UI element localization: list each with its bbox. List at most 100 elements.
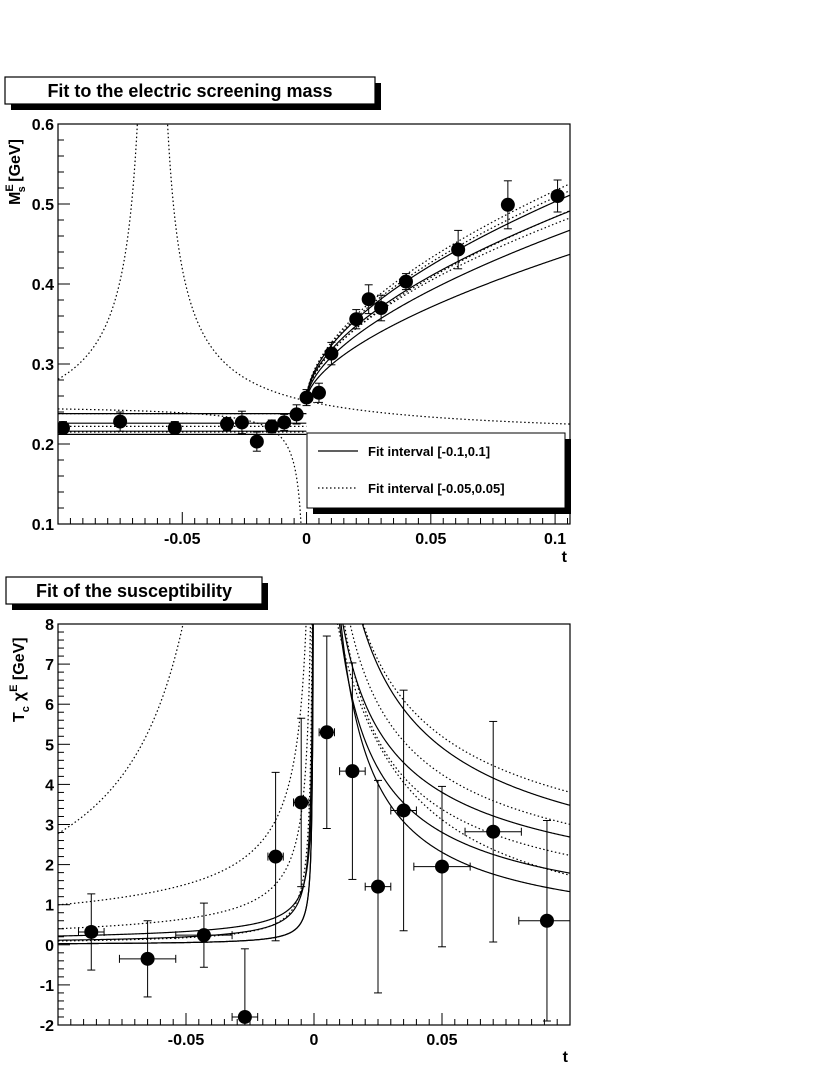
data-marker <box>264 419 279 434</box>
fit-curve-solid <box>306 253 570 398</box>
data-point <box>77 893 105 971</box>
data-point <box>277 413 292 431</box>
data-point <box>267 771 284 942</box>
legend: Fit interval [-0.1,0.1] Fit interval [-0… <box>306 432 571 514</box>
data-marker <box>324 346 339 361</box>
fit-curve-solid <box>58 624 314 941</box>
x-axis-label: t <box>562 549 568 566</box>
data-point <box>58 421 70 435</box>
data-marker <box>268 849 283 864</box>
title-box <box>4 76 376 105</box>
data-point <box>398 273 413 291</box>
fit-curve-dotted <box>58 408 302 524</box>
data-marker <box>451 242 466 257</box>
y-tick-label: -2 <box>40 1018 54 1035</box>
x-tick-label: 0 <box>310 1032 319 1049</box>
data-point <box>349 309 364 330</box>
y-axis-label: TcχE [GeV] <box>8 637 32 722</box>
fit-curve-solid <box>306 229 570 398</box>
fit-curve-dotted <box>166 124 570 425</box>
susceptibility-panel: Fit of the susceptibility -0.05 0 0.05 -2 -1… <box>5 576 571 1066</box>
data-marker <box>237 1009 252 1024</box>
plot-frame <box>57 123 571 525</box>
y-axis-label-unit: [GeV] <box>11 637 28 684</box>
data-marker <box>396 803 411 818</box>
data-marker <box>299 390 314 405</box>
y-axis-label-sub: s <box>16 186 28 192</box>
data-marker <box>294 795 309 810</box>
chart-title: Fit of the susceptibility <box>36 581 232 601</box>
data-marker <box>289 407 304 422</box>
x-tick-label: -0.05 <box>168 1032 205 1049</box>
y-axis-label-sub: c <box>20 706 32 712</box>
fit-curves <box>58 124 570 524</box>
x-axis-ticks: -0.05 0 0.05 0.1 <box>57 512 569 548</box>
data-marker <box>486 824 501 839</box>
y-tick-label: 4 <box>45 777 54 794</box>
legend-box <box>306 432 566 509</box>
data-point <box>234 410 249 435</box>
y-axis-ticks: -2 -1 0 1 2 3 4 5 6 7 8 <box>40 617 70 1035</box>
y-axis-label-chi: χ <box>11 691 28 701</box>
data-marker <box>113 414 128 429</box>
data-marker <box>220 417 235 431</box>
legend-label-dotted: Fit interval [-0.05,0.05] <box>368 481 505 496</box>
data-marker <box>196 928 211 943</box>
data-marker <box>374 301 389 315</box>
y-tick-label: 0.2 <box>32 437 54 454</box>
y-tick-label: 0.5 <box>32 197 54 214</box>
data-marker <box>311 385 326 400</box>
data-marker <box>58 421 70 435</box>
y-tick-label: 0 <box>45 938 54 955</box>
y-tick-label: 0.6 <box>32 117 54 134</box>
fit-curve-dotted <box>58 624 184 835</box>
data-point <box>293 717 310 888</box>
x-tick-label: 0.1 <box>544 531 566 548</box>
data-point <box>289 404 304 425</box>
data-point <box>339 662 366 880</box>
x-tick-label: 0 <box>302 531 311 548</box>
plot-area: -0.05 0 0.05 0.1 0.1 0.2 0.3 0.4 0.5 0.6 <box>32 117 570 548</box>
fit-curve-dotted <box>306 217 570 397</box>
x-axis-ticks: -0.05 0 0.05 <box>57 1013 571 1049</box>
y-tick-label: 5 <box>45 737 54 754</box>
fit-curve-solid <box>306 210 570 397</box>
title-box <box>5 576 263 605</box>
y-tick-label: 6 <box>45 697 54 714</box>
data-points <box>77 635 570 1025</box>
data-point <box>175 902 233 968</box>
x-tick-label: 0.05 <box>426 1032 457 1049</box>
y-tick-label: -1 <box>40 978 54 995</box>
fit-curve-dotted <box>58 624 312 930</box>
data-marker <box>349 312 364 327</box>
fit-curve-dotted <box>58 124 138 380</box>
data-marker <box>84 924 99 939</box>
data-marker <box>398 274 413 289</box>
data-point <box>113 411 128 432</box>
y-tick-label: 0.1 <box>32 517 54 534</box>
screening-mass-panel: Fit to the electric screening mass -0.05… <box>4 76 571 566</box>
data-point <box>220 417 235 431</box>
data-point <box>231 948 259 1025</box>
data-marker <box>319 725 334 740</box>
y-tick-label: 2 <box>45 858 54 875</box>
y-axis-label-main: M <box>7 192 24 205</box>
data-marker <box>167 421 182 435</box>
y-axis-label-sup: E <box>8 685 20 692</box>
y-tick-label: 0.3 <box>32 357 54 374</box>
x-axis-label: t <box>563 1049 569 1066</box>
data-marker <box>371 879 385 894</box>
fit-curve-solid <box>58 624 314 937</box>
data-point <box>311 382 326 403</box>
data-point <box>374 294 389 322</box>
data-point <box>118 920 177 998</box>
data-point <box>451 229 466 270</box>
plot-area: -0.05 0 0.05 -2 -1 0 1 2 3 4 5 6 7 8 <box>40 617 571 1049</box>
fit-curve-dotted <box>306 183 570 396</box>
data-point <box>364 779 392 994</box>
data-marker <box>500 197 515 212</box>
fit-curve-dotted <box>58 624 307 906</box>
data-marker <box>249 434 264 449</box>
data-point <box>518 819 570 1022</box>
